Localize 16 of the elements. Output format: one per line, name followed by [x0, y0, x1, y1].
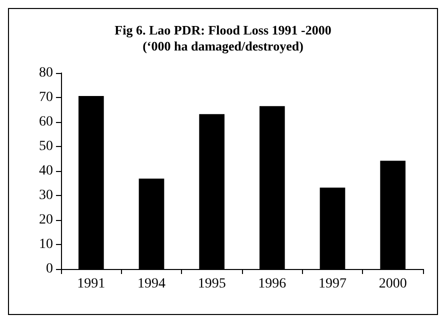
x-tick-label: 1995	[198, 276, 226, 292]
chart-title: Fig 6. Lao PDR: Flood Loss 1991 -2000 (‘000 ha damaged/destroyed)	[114, 22, 332, 54]
y-tick-label: 80	[39, 66, 53, 80]
x-tick-label: 1991	[77, 276, 106, 292]
x-tick-label: 1996	[258, 276, 286, 292]
y-tick-label: 20	[39, 212, 53, 228]
y-tick-label: 30	[39, 188, 53, 203]
x-tick-label: 2000	[378, 276, 407, 292]
y-tick-label: 0	[46, 262, 53, 276]
y-tick-label: 10	[39, 237, 53, 252]
y-tick-label: 70	[39, 90, 53, 105]
y-tick-label: 50	[39, 139, 53, 154]
x-tick-label: 1994	[138, 276, 166, 292]
y-tick-label: 40	[39, 164, 53, 178]
x-tick-label: 1997	[318, 276, 346, 292]
y-tick-label: 60	[39, 114, 53, 130]
